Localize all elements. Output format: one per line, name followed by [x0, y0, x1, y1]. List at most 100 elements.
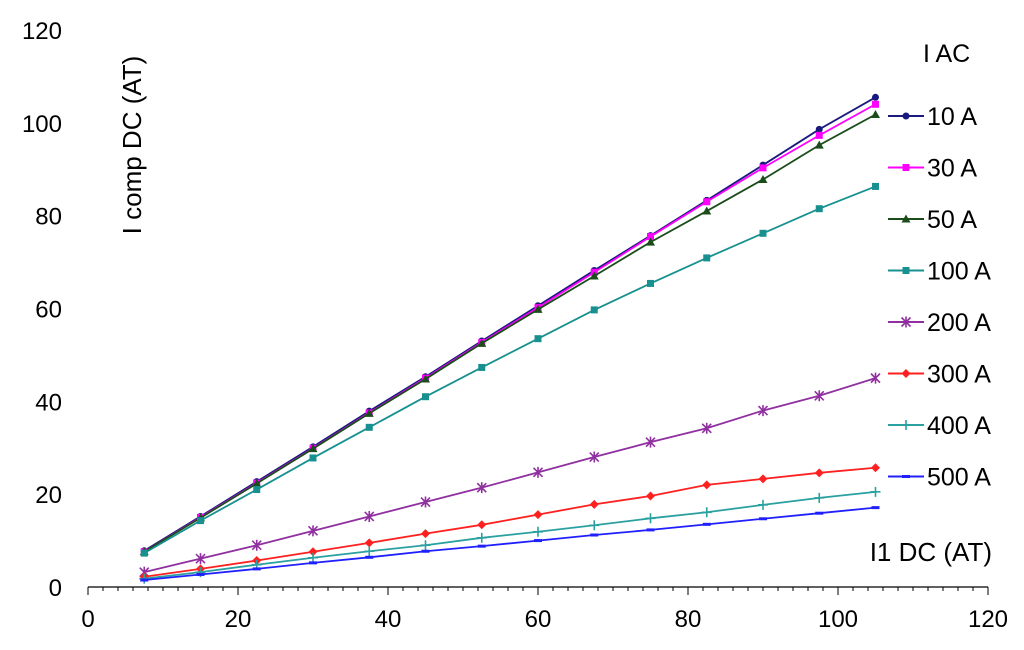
- x-tick-label: 20: [225, 606, 252, 633]
- data-point: [420, 496, 431, 508]
- y-tick-label: 0: [49, 575, 62, 602]
- data-point: [253, 486, 261, 494]
- series-line: [144, 490, 876, 580]
- y-axis-title: I comp DC (AT): [117, 56, 147, 235]
- data-point: [901, 420, 911, 430]
- legend-item: 50 A: [888, 206, 977, 234]
- series-line: [144, 506, 876, 581]
- series-line: [144, 377, 876, 574]
- y-tick-label: 20: [35, 482, 62, 509]
- data-point: [759, 164, 767, 172]
- series-line: [144, 466, 876, 578]
- data-point: [647, 233, 654, 241]
- data-point: [364, 546, 375, 557]
- data-point: [645, 436, 656, 448]
- data-point: [902, 112, 910, 120]
- data-point: [645, 513, 656, 524]
- data-point: [589, 271, 599, 280]
- data-point: [758, 174, 768, 183]
- series: [140, 506, 880, 582]
- legend-item: 400 A: [888, 412, 991, 440]
- data-point: [197, 517, 204, 525]
- legend-label: 400 A: [927, 412, 991, 440]
- data-point: [476, 482, 487, 494]
- legend-title: I AC: [923, 40, 970, 68]
- data-point: [195, 553, 206, 565]
- data-point: [759, 229, 767, 237]
- data-point: [589, 451, 600, 463]
- data-point: [533, 510, 543, 520]
- series: [139, 109, 880, 556]
- legend-item: 30 A: [888, 155, 977, 183]
- data-point: [196, 572, 205, 576]
- data-point: [703, 198, 711, 206]
- data-point: [252, 478, 262, 487]
- data-point: [477, 338, 487, 347]
- data-point: [646, 237, 655, 246]
- data-point: [646, 528, 655, 532]
- legend-label: 100 A: [927, 258, 991, 286]
- data-point: [758, 474, 768, 484]
- data-point: [534, 335, 542, 343]
- data-point: [870, 372, 881, 384]
- data-point: [814, 140, 824, 149]
- x-tick-label: 80: [675, 606, 702, 633]
- data-point: [532, 466, 544, 478]
- legend-item: 300 A: [888, 361, 991, 389]
- data-point: [307, 525, 319, 537]
- data-point: [815, 205, 823, 213]
- data-point: [815, 511, 824, 515]
- data-point: [701, 507, 712, 518]
- x-tick-label: 0: [81, 606, 94, 633]
- data-point: [309, 561, 317, 565]
- data-point: [308, 552, 318, 563]
- y-tick-label: 40: [35, 389, 62, 416]
- data-point: [757, 405, 769, 417]
- data-point: [901, 369, 911, 378]
- data-point: [590, 533, 599, 537]
- x-tick-label: 120: [968, 606, 1008, 633]
- data-point: [140, 578, 149, 582]
- data-point: [533, 304, 543, 313]
- data-point: [589, 520, 600, 531]
- data-point: [589, 499, 599, 509]
- data-point: [872, 93, 879, 101]
- data-point: [476, 532, 487, 543]
- x-tick-label: 40: [375, 606, 402, 633]
- data-point: [646, 491, 655, 501]
- data-point: [421, 549, 430, 553]
- legend-item: 500 A: [888, 464, 991, 492]
- data-point: [815, 131, 823, 139]
- y-tick-label: 120: [22, 18, 62, 45]
- legend-label: 300 A: [927, 361, 991, 389]
- data-point: [420, 540, 431, 551]
- data-point: [815, 125, 823, 133]
- x-tick-label: 100: [818, 606, 858, 633]
- data-point: [871, 463, 880, 473]
- y-tick-label: 60: [35, 297, 62, 324]
- legend: 10 A 30 A 50 A 100 A 200 A 300 A 400 A 500 A: [888, 103, 991, 492]
- data-point: [701, 422, 712, 434]
- data-point: [252, 567, 261, 571]
- series-line: [143, 185, 876, 554]
- series: [140, 182, 879, 557]
- data-point: [901, 214, 911, 223]
- data-point: [702, 522, 711, 526]
- legend-item: 200 A: [888, 309, 991, 337]
- y-tick-label: 80: [35, 204, 62, 231]
- plot-area: 0 20 40 60 80 100 120 0 20 40 60 80 100 120: [22, 18, 1008, 633]
- data-point: [533, 526, 543, 537]
- data-point: [365, 555, 374, 559]
- x-tick-label: 60: [525, 606, 552, 633]
- data-point: [308, 547, 318, 557]
- data-point: [871, 506, 880, 510]
- data-point: [872, 182, 879, 190]
- data-point: [814, 492, 825, 503]
- data-point: [364, 538, 374, 548]
- data-point: [421, 529, 430, 539]
- legend-item: 100 A: [888, 258, 991, 286]
- data-point: [870, 486, 881, 497]
- data-point: [758, 499, 768, 510]
- data-point: [309, 454, 317, 462]
